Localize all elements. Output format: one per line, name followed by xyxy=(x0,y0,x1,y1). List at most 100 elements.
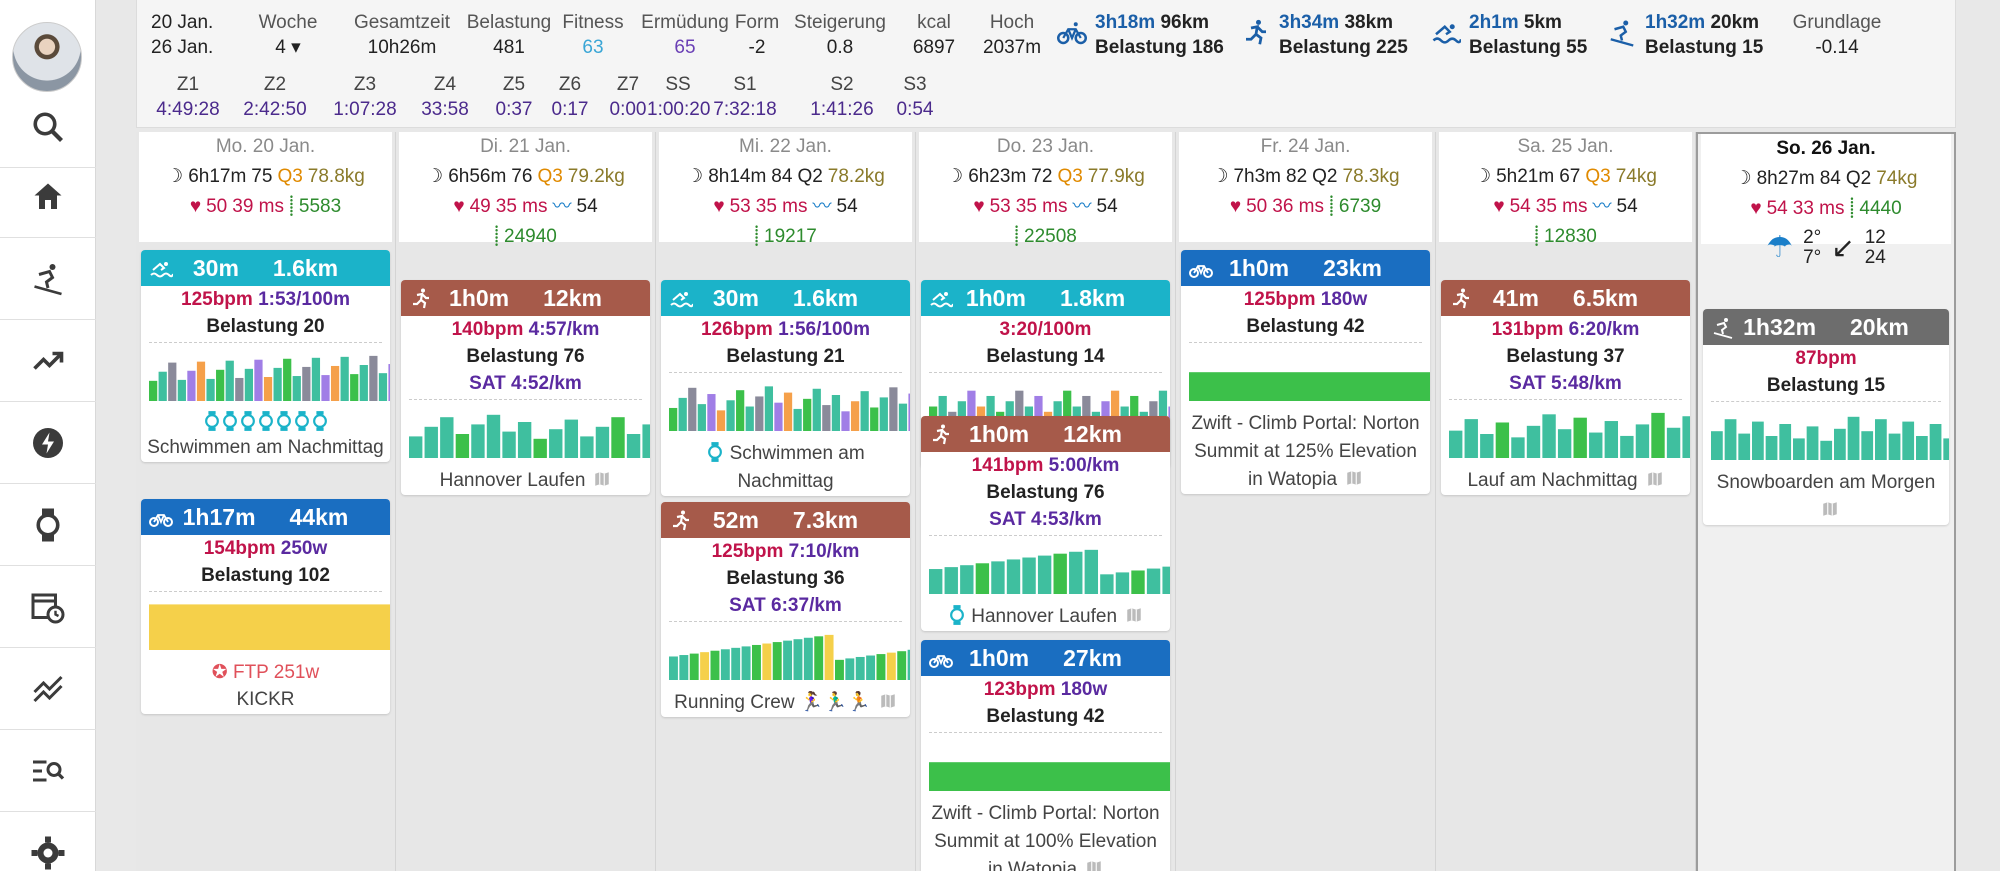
bike-icon xyxy=(1189,265,1213,278)
activity-name[interactable]: KICKR xyxy=(236,689,295,710)
sidebar-devices[interactable] xyxy=(0,484,96,566)
activity-load: Belastung 102 xyxy=(201,565,330,586)
activity-chart[interactable] xyxy=(1189,353,1430,401)
activity-card-ski[interactable]: 1h32m 20km 87bpm Belastung 15 Snowboarden a… xyxy=(1703,309,1949,525)
sidebar-calendar[interactable] xyxy=(0,566,96,648)
swim-icon xyxy=(670,292,693,308)
activity-chart[interactable] xyxy=(149,602,390,650)
day-column[interactable]: Do. 23 Jan. ☽ 6h23m 72 Q3 77.9kg ♥ 53 35 ms 〰 54 ⸽ 2… xyxy=(916,132,1176,871)
baseline-stat: Grundlage -0.14 xyxy=(1792,12,1882,58)
swim-icon xyxy=(150,262,173,278)
activity-card-header[interactable]: 1h0m 12km xyxy=(401,280,650,316)
day-column[interactable]: Mi. 22 Jan. ☽ 8h14m 84 Q2 78.2kg ♥ 53 35 ms 〰 54 ⸽ 1… xyxy=(656,132,916,871)
activity-card-run[interactable]: 52m 7.3km 125bpm 7:10/km Belastung 36 SAT 6:… xyxy=(661,502,910,717)
steps-icon: ⸽ xyxy=(494,226,500,247)
activity-card-swim[interactable]: 30m 1.6km 125bpm 1:53/100m Belastung 20 Schw… xyxy=(141,250,390,462)
sleep-line: ☽ 7h3m 82 Q2 78.3kg xyxy=(1179,162,1432,192)
sport-stat-ski[interactable]: 1h32m 20km Belastung 15 xyxy=(1607,10,1763,60)
activity-name[interactable]: Schwimmen am Nachmittag xyxy=(661,440,910,496)
activity-card-header[interactable]: 1h0m 1.8km xyxy=(921,280,1170,316)
activity-load: Belastung 21 xyxy=(726,346,845,367)
activity-card-header[interactable]: 52m 7.3km xyxy=(661,502,910,538)
map-icon[interactable] xyxy=(1345,469,1363,487)
sidebar-progress[interactable] xyxy=(0,320,96,402)
sidebar-search[interactable] xyxy=(0,86,96,168)
activity-chart[interactable] xyxy=(409,410,650,458)
activity-chart[interactable] xyxy=(669,632,910,680)
activity-card-run[interactable]: 41m 6.5km 131bpm 6:20/km Belastung 37 SAT 5:… xyxy=(1441,280,1690,495)
activity-load: Belastung 76 xyxy=(466,346,585,367)
chevron-down-icon: ▾ xyxy=(291,37,301,58)
day-header: Do. 23 Jan. ☽ 6h23m 72 Q3 77.9kg ♥ 53 35 ms 〰 54 ⸽ 2… xyxy=(919,132,1172,247)
zone-s2: S2 1:41:26 xyxy=(810,74,874,120)
watch-icon xyxy=(204,411,219,431)
activity-card-header[interactable]: 1h0m 27km xyxy=(921,640,1170,676)
swim-icon xyxy=(930,292,953,308)
day-title: Mi. 22 Jan. xyxy=(739,136,832,157)
sidebar-search-list[interactable] xyxy=(0,730,96,812)
activity-metrics: 140bpm 4:57/km xyxy=(451,319,600,340)
spo2-icon: 〰 xyxy=(1592,196,1612,217)
activity-chart[interactable] xyxy=(929,743,1170,791)
activity-chart[interactable] xyxy=(669,383,910,431)
activity-name[interactable]: Running Crew 🏃‍♀️🏃‍♂️🏃 xyxy=(661,689,910,717)
sport-stat-run[interactable]: 3h34m 38km Belastung 225 xyxy=(1241,10,1408,60)
activity-name[interactable]: Zwift - Climb Portal: Norton Summit at 1… xyxy=(1191,413,1420,490)
sidebar-home[interactable] xyxy=(0,156,96,238)
sidebar-power[interactable] xyxy=(0,402,96,484)
sidebar-activities[interactable] xyxy=(0,238,96,320)
activity-name[interactable]: Hannover Laufen xyxy=(401,467,650,495)
sidebar-compare[interactable] xyxy=(0,648,96,730)
map-icon[interactable] xyxy=(879,692,897,710)
map-icon[interactable] xyxy=(1821,500,1839,518)
activity-chart[interactable] xyxy=(149,353,390,401)
map-icon[interactable] xyxy=(1125,606,1143,624)
map-icon[interactable] xyxy=(1085,859,1103,871)
run-icon xyxy=(673,510,689,531)
activity-card-bike[interactable]: 1h0m 23km 125bpm 180w Belastung 42 Zwift - C… xyxy=(1181,250,1430,494)
sleep-line: ☽ 6h17m 75 Q3 78.8kg xyxy=(139,162,392,192)
sport-stat-swim[interactable]: 2h1m 5km Belastung 55 xyxy=(1431,10,1587,60)
activity-name[interactable]: Lauf am Nachmittag xyxy=(1441,467,1690,495)
day-column[interactable]: So. 26 Jan. ☽ 8h27m 84 Q2 74kg ♥ 54 33 ms ⸽ 4440 ☂ 2… xyxy=(1696,132,1956,871)
sleep-line: ☽ 8h27m 84 Q2 74kg xyxy=(1701,164,1951,194)
activity-card-header[interactable]: 1h17m 44km xyxy=(141,499,390,535)
activity-sat: SAT 4:53/km xyxy=(989,509,1102,530)
avatar[interactable] xyxy=(12,22,82,92)
activity-card-bike[interactable]: 1h17m 44km 154bpm 250w Belastung 102 ✪ FTP 2… xyxy=(141,499,390,714)
moon-icon: ☽ xyxy=(946,166,964,187)
steps-icon: ⸽ xyxy=(1849,198,1855,219)
activity-name[interactable]: Hannover Laufen xyxy=(921,603,1170,631)
sleep-line: ☽ 6h56m 76 Q3 79.2kg xyxy=(399,162,652,192)
moon-icon: ☽ xyxy=(1211,166,1229,187)
wellness-line: ♥ 54 33 ms ⸽ 4440 xyxy=(1701,194,1951,224)
zone-z3: Z3 1:07:28 xyxy=(333,74,397,120)
map-icon[interactable] xyxy=(1646,470,1664,488)
day-column[interactable]: Mo. 20 Jan. ☽ 6h17m 75 Q3 78.8kg ♥ 50 39 ms ⸽ 5583… xyxy=(136,132,396,871)
day-column[interactable]: Fr. 24 Jan. ☽ 7h3m 82 Q2 78.3kg ♥ 50 36 ms ⸽ 6739 1… xyxy=(1176,132,1436,871)
activity-card-header[interactable]: 1h32m 20km xyxy=(1703,309,1949,345)
activity-name[interactable]: Snowboarden am Morgen xyxy=(1703,469,1949,525)
activity-chart[interactable] xyxy=(1449,410,1690,458)
activity-name[interactable]: Schwimmen am Nachmittag xyxy=(147,437,384,458)
activity-load: Belastung 42 xyxy=(986,706,1105,727)
activity-chart[interactable] xyxy=(1711,412,1949,460)
activity-card-run[interactable]: 1h0m 12km 140bpm 4:57/km Belastung 76 SAT 4:… xyxy=(401,280,650,495)
activity-card-header[interactable]: 30m 1.6km xyxy=(141,250,390,286)
activity-card-header[interactable]: 30m 1.6km xyxy=(661,280,910,316)
sidebar-settings[interactable] xyxy=(0,812,96,871)
activity-card-header[interactable]: 1h0m 23km xyxy=(1181,250,1430,286)
sport-stat-bike[interactable]: 3h18m 96km Belastung 186 xyxy=(1057,10,1224,60)
activity-card-run[interactable]: 1h0m 12km 141bpm 5:00/km Belastung 76 SAT 4:… xyxy=(921,416,1170,631)
activity-card-bike[interactable]: 1h0m 27km 123bpm 180w Belastung 42 Zwift - C… xyxy=(921,640,1170,871)
day-column[interactable]: Di. 21 Jan. ☽ 6h56m 76 Q3 79.2kg ♥ 49 35 ms 〰 54 ⸽ 2… xyxy=(396,132,656,871)
activity-card-swim[interactable]: 30m 1.6km 126bpm 1:56/100m Belastung 21 Sch… xyxy=(661,280,910,496)
activity-card-header[interactable]: 41m 6.5km xyxy=(1441,280,1690,316)
activity-chart[interactable] xyxy=(929,546,1170,594)
activity-name[interactable]: Zwift - Climb Portal: Norton Summit at 1… xyxy=(921,800,1170,871)
week-selector[interactable]: Woche 4 ▾ xyxy=(258,12,318,58)
steps-line: ⸽ 22508 xyxy=(919,222,1172,252)
day-column[interactable]: Sa. 25 Jan. ☽ 5h21m 67 Q3 74kg ♥ 54 35 ms 〰 54 ⸽ 128… xyxy=(1436,132,1696,871)
map-icon[interactable] xyxy=(593,470,611,488)
activity-card-header[interactable]: 1h0m 12km xyxy=(921,416,1170,452)
